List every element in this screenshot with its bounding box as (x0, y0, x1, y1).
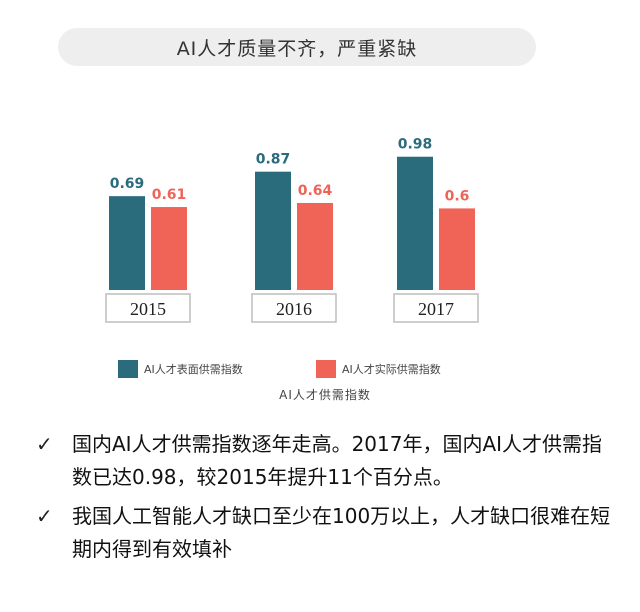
legend-swatch-surface (118, 360, 138, 378)
bar-actual-2016 (297, 202, 333, 290)
category-label-2016: 2016 (276, 299, 312, 319)
chart-title: AI人才质量不齐，严重紧缺 (176, 37, 418, 60)
bar-surface-2015 (109, 196, 145, 290)
bar-actual-2017 (439, 208, 475, 290)
bar-surface-2017 (397, 156, 433, 290)
bar-chart: 0.69 0.61 2015 0.87 0.64 2016 0.98 0.6 2017 (105, 137, 479, 323)
legend-label-surface: AI人才表面供需指数 (144, 363, 243, 376)
bullet-text-2: 我国人工智能人才缺口至少在100万以上，人才缺口很难在短期内得到有效填补 (72, 504, 611, 561)
data-label-surface-2017: 0.98 (398, 137, 433, 153)
category-label-2015: 2015 (130, 299, 166, 319)
check-icon: ✓ (36, 504, 53, 528)
data-label-surface-2016: 0.87 (256, 152, 291, 168)
data-label-actual-2017: 0.6 (445, 188, 470, 204)
data-label-surface-2015: 0.69 (110, 176, 145, 192)
chart-title-banner: AI人才质量不齐，严重紧缺 (58, 28, 536, 66)
chart-caption: AI人才供需指数 (279, 388, 371, 402)
bullet-item-2: ✓ 我国人工智能人才缺口至少在100万以上，人才缺口很难在短期内得到有效填补 (36, 500, 616, 566)
legend-item-actual: AI人才实际供需指数 (316, 360, 441, 378)
check-icon: ✓ (36, 432, 53, 456)
legend-label-actual: AI人才实际供需指数 (342, 363, 441, 376)
category-box-2017 (393, 293, 479, 323)
category-label-2017: 2017 (418, 299, 454, 319)
category-box-2015 (105, 293, 191, 323)
legend-item-surface: AI人才表面供需指数 (118, 360, 243, 378)
bar-surface-2016 (255, 171, 291, 290)
data-label-actual-2016: 0.64 (298, 183, 333, 199)
bullet-list: ✓ 国内AI人才供需指数逐年走高。2017年，国内AI人才供需指数已达0.98，… (36, 428, 616, 572)
bullet-item-1: ✓ 国内AI人才供需指数逐年走高。2017年，国内AI人才供需指数已达0.98，… (36, 428, 616, 494)
bullet-text-1: 国内AI人才供需指数逐年走高。2017年，国内AI人才供需指数已达0.98，较2… (72, 432, 603, 489)
chart-legend: AI人才表面供需指数 AI人才实际供需指数 (0, 356, 640, 384)
data-label-actual-2015: 0.61 (152, 187, 187, 203)
category-box-2016 (251, 293, 337, 323)
bar-actual-2015 (151, 207, 187, 290)
legend-swatch-actual (316, 360, 336, 378)
